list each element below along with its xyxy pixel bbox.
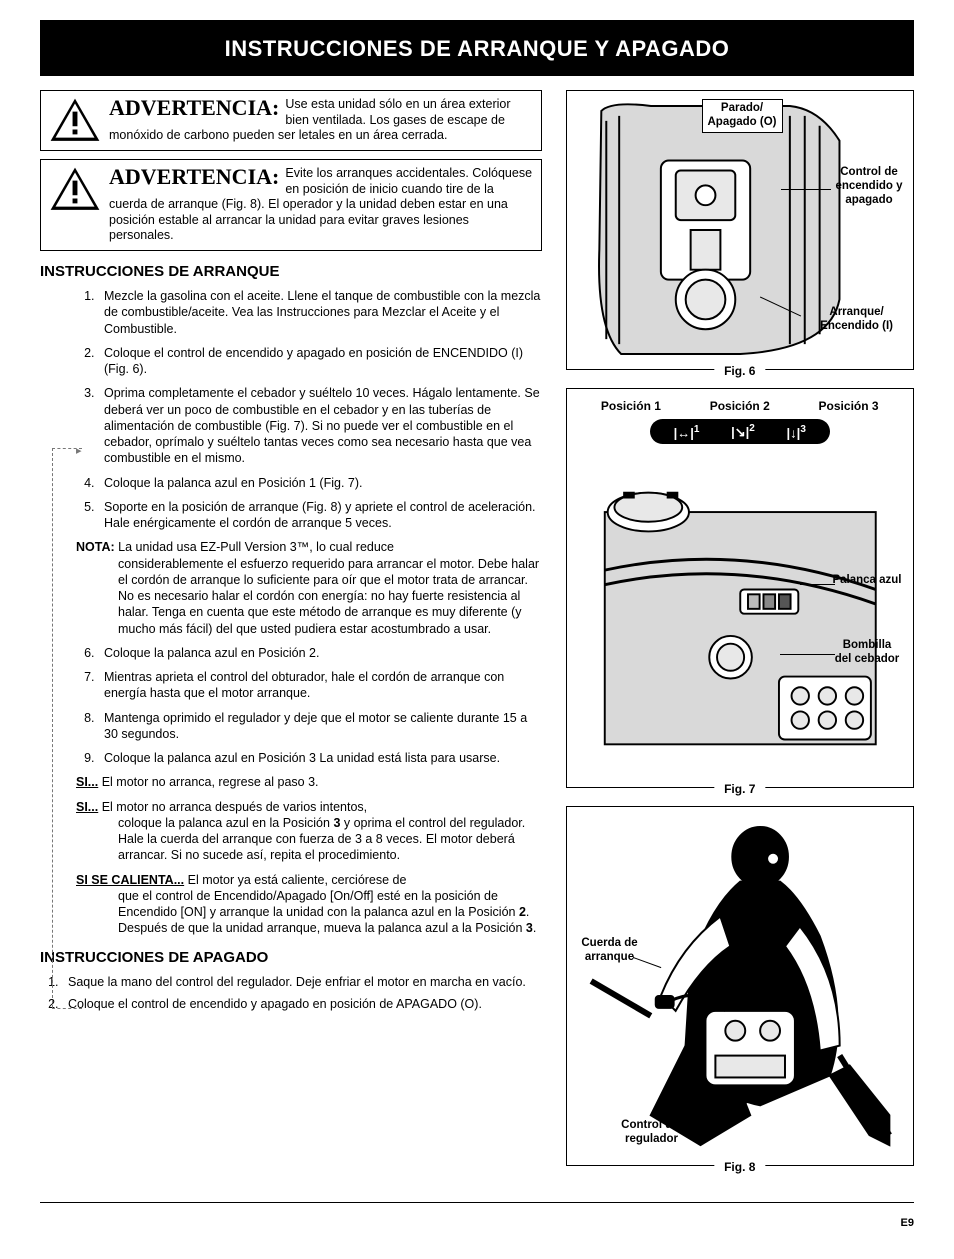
fig8-label-rope: Cuerda dearranque	[575, 937, 645, 965]
fig6-label-start: Arranque/Encendido (I)	[820, 306, 893, 334]
warning-lead: ADVERTENCIA:	[109, 166, 279, 188]
warning-icon	[49, 166, 101, 212]
fig8-caption: Fig. 8	[714, 1160, 765, 1174]
list-item: Coloque la palanca azul en Posición 2.	[98, 645, 542, 661]
right-column: Parado/Apagado (O) Control de encendido …	[566, 90, 915, 1184]
si-body: coloque la palanca azul en la Posición 3…	[76, 815, 542, 864]
list-item: Coloque la palanca azul en Posición 1 (F…	[98, 475, 542, 491]
fig7-illustration	[577, 454, 904, 754]
list-item: Mezcle la gasolina con el aceite. Llene …	[98, 288, 542, 337]
page-number: E9	[40, 1217, 914, 1229]
si-body-first: El motor no arranca después de varios in…	[102, 800, 367, 814]
list-item: Coloque el control de encendido y apagad…	[98, 345, 542, 378]
figure-6: Parado/Apagado (O) Control de encendido …	[566, 90, 915, 370]
fig8-label-throttle: Control delregulador	[607, 1119, 697, 1147]
si-lead: SI SE CALIENTA...	[76, 873, 184, 887]
nota-body: considerablemente el esfuerzo requerido …	[76, 556, 542, 637]
pos2-label: Posición 2	[710, 399, 770, 413]
page-title: INSTRUCCIONES DE ARRANQUE Y APAGADO	[40, 20, 914, 76]
stop-heading: INSTRUCCIONES DE APAGADO	[40, 949, 542, 966]
start-heading: INSTRUCCIONES DE ARRANQUE	[40, 263, 542, 280]
si-lead: SI...	[76, 800, 98, 814]
nota-block: NOTA: La unidad usa EZ-Pull Version 3™, …	[40, 539, 542, 637]
si-lead: SI...	[76, 775, 98, 789]
warning-box-1: ADVERTENCIA: Use esta unidad sólo en un …	[40, 90, 542, 151]
si-block-3: SI SE CALIENTA... El motor ya está calie…	[40, 872, 542, 937]
fig6-label-control: Control de encendido y apagado	[829, 166, 909, 207]
si-body: El motor no arranca, regrese al paso 3.	[102, 775, 319, 789]
list-item: Soporte en la posición de arranque (Fig.…	[98, 499, 542, 532]
si-block-1: SI... El motor no arranca, regrese al pa…	[40, 774, 542, 790]
list-item: Coloque el control de encendido y apagad…	[62, 996, 542, 1012]
stop-steps-list: Saque la mano del control del regulador.…	[40, 974, 542, 1013]
fig6-label-stop: Parado/Apagado (O)	[702, 99, 783, 133]
warning-box-2: ADVERTENCIA: Evite los arranques acciden…	[40, 159, 542, 251]
figure-7: Posición 1 Posición 2 Posición 3 |↔|1 |↘…	[566, 388, 915, 788]
pos1-label: Posición 1	[601, 399, 661, 413]
fig7-label-bulb: Bombilladel cebador	[827, 639, 907, 667]
nota-lead: NOTA:	[76, 540, 115, 554]
footer-rule	[40, 1202, 914, 1203]
arrow-head: ▸	[76, 444, 82, 457]
left-column: ADVERTENCIA: Use esta unidad sólo en un …	[40, 90, 542, 1184]
si-body-first: El motor ya está caliente, cerciórese de	[188, 873, 407, 887]
start-steps-list: Mezcle la gasolina con el aceite. Llene …	[40, 288, 542, 531]
fig7-caption: Fig. 7	[714, 782, 765, 796]
fig8-illustration	[577, 817, 904, 1155]
list-item: Mientras aprieta el control del obturado…	[98, 669, 542, 702]
list-item: Oprima completamente el cebador y suélte…	[98, 385, 542, 466]
fig7-label-lever: Palanca azul	[827, 574, 907, 588]
fig6-caption: Fig. 6	[714, 364, 765, 378]
list-item: Mantenga oprimido el regulador y deje qu…	[98, 710, 542, 743]
pos3-label: Posición 3	[819, 399, 879, 413]
nota-body-first-words: La unidad usa EZ-Pull Version 3™, lo cua…	[118, 540, 394, 554]
list-item: Coloque la palanca azul en Posición 3 La…	[98, 750, 542, 766]
warning-icon	[49, 97, 101, 143]
figure-8: Cuerda dearranque Control delregulador F…	[566, 806, 915, 1166]
list-item: Saque la mano del control del regulador.…	[62, 974, 542, 990]
si-body: que el control de Encendido/Apagado [On/…	[76, 888, 542, 937]
warning-lead: ADVERTENCIA:	[109, 97, 279, 119]
si-block-2: SI... El motor no arranca después de var…	[40, 799, 542, 864]
start-steps-list-2: Coloque la palanca azul en Posición 2. M…	[40, 645, 542, 767]
position-indicator: |↔|1 |↘|2 |↓|3	[650, 419, 830, 444]
